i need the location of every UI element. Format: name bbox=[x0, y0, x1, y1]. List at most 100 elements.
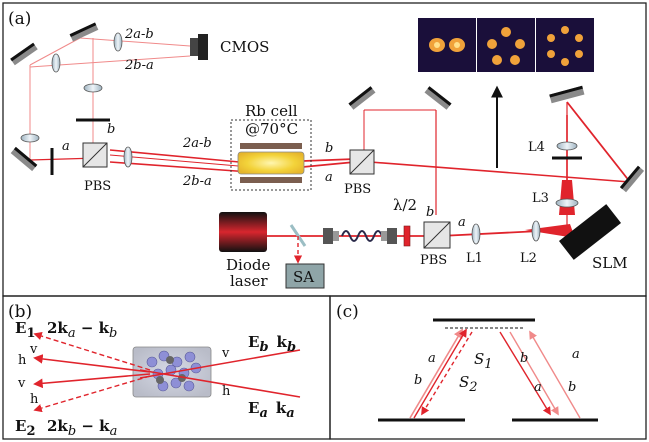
arrow-right-up bbox=[529, 330, 581, 419]
c-right-a-down: a bbox=[534, 380, 542, 395]
kb-label: k bbox=[277, 333, 288, 351]
lens-l1 bbox=[471, 223, 481, 245]
mode-image-1 bbox=[418, 18, 476, 72]
lens-l2 bbox=[531, 220, 541, 242]
beam-label-b-left: b bbox=[107, 122, 115, 137]
c-left-b: b bbox=[414, 373, 422, 388]
slm-device bbox=[558, 204, 622, 260]
arrow-right-down-a bbox=[499, 331, 551, 416]
pbs-left-label: PBS bbox=[84, 179, 111, 194]
svg-text:S2: S2 bbox=[459, 373, 478, 395]
panel-b-label: (b) bbox=[8, 302, 32, 322]
half-wave-plate bbox=[403, 225, 411, 247]
mode-image-2 bbox=[477, 18, 535, 72]
eb-label: E bbox=[248, 333, 259, 351]
svg-text:S1: S1 bbox=[474, 350, 493, 372]
rb-vapor-cell bbox=[237, 151, 305, 175]
beam-label-2b-a-mid: 2b-a bbox=[182, 174, 212, 189]
slm-label: SLM bbox=[592, 254, 628, 272]
lens-vertical-1 bbox=[83, 83, 103, 93]
beam-e1-v bbox=[33, 331, 151, 371]
rb-cell-label: Rb cell bbox=[245, 102, 298, 120]
beam-e2-h bbox=[33, 375, 151, 413]
panel-c-label: (c) bbox=[336, 302, 359, 322]
pbs-lower-label: PBS bbox=[420, 253, 447, 268]
l4-label: L4 bbox=[528, 140, 545, 155]
lens-cmos-1 bbox=[113, 32, 123, 52]
svg-text:E2: E2 bbox=[15, 417, 35, 439]
mirror-top-left bbox=[10, 42, 38, 66]
l1-label: L1 bbox=[466, 251, 483, 266]
e2-label: E bbox=[15, 417, 26, 435]
arrow-right-down-b bbox=[509, 331, 559, 416]
mode-images bbox=[418, 18, 594, 72]
slm-beam-fan bbox=[525, 224, 575, 238]
c-right-a-up: a bbox=[572, 347, 580, 362]
beam-label-2b-a-top: 2b-a bbox=[124, 58, 154, 73]
rb-cell-temp: @70°C bbox=[245, 120, 298, 138]
pol-h-left-bottom: h bbox=[30, 392, 39, 407]
e1-wavevector: 2k bbox=[47, 319, 68, 337]
cmos-label: CMOS bbox=[220, 38, 269, 56]
e1-label: E bbox=[15, 319, 26, 337]
sa-box bbox=[285, 263, 325, 289]
c-s1: S bbox=[474, 350, 484, 368]
c-s2: S bbox=[459, 373, 469, 391]
pickoff-window bbox=[289, 224, 307, 247]
pol-v-left-mid: v bbox=[17, 376, 26, 391]
diode-label-1: Diode bbox=[226, 256, 270, 274]
beam-label-a-right: a bbox=[325, 170, 333, 185]
beam-label-b-lower: b bbox=[426, 205, 434, 220]
mirror-mid-2 bbox=[424, 86, 452, 110]
svg-text:E1: E1 bbox=[15, 319, 35, 341]
panel-c: a b S1 S2 b a a b bbox=[378, 318, 598, 422]
arrow-left-b bbox=[413, 328, 467, 419]
panel-c-frame bbox=[329, 295, 647, 440]
beam-label-b-right: b bbox=[325, 141, 333, 156]
l3-label: L3 bbox=[532, 191, 549, 206]
pol-v-left-top: v bbox=[29, 342, 38, 357]
c-right-b: b bbox=[520, 351, 528, 366]
mirror-far-right bbox=[619, 165, 645, 193]
diode-label-2: laser bbox=[230, 272, 268, 290]
e2-wavevector: 2k bbox=[47, 417, 68, 435]
ea-label: E bbox=[248, 399, 259, 417]
rb-cell-heater-bottom bbox=[240, 177, 302, 183]
panel-b: E1 2ka − kb E2 2kb − ka Eb kb Ea ka v h v … bbox=[15, 319, 301, 439]
lens-cmos-2 bbox=[51, 53, 61, 73]
beam-label-2a-b-top: 2a-b bbox=[124, 27, 154, 42]
beam-e2-v bbox=[33, 373, 151, 389]
arrow-left-a bbox=[409, 328, 463, 419]
svg-text:2kb − ka: 2kb − ka bbox=[47, 417, 117, 439]
beam-e1-h bbox=[33, 354, 151, 373]
cmos-camera bbox=[198, 34, 208, 60]
pol-h-right: h bbox=[222, 384, 231, 399]
sa-label: SA bbox=[293, 268, 314, 286]
rb-cell-heater-top bbox=[240, 143, 302, 149]
diode-laser bbox=[219, 212, 267, 252]
pol-v-right: v bbox=[221, 346, 230, 361]
lens-l4 bbox=[556, 141, 578, 151]
rb-cell-box bbox=[230, 119, 312, 191]
beam-eb bbox=[139, 349, 301, 379]
pol-h-left-mid: h bbox=[18, 353, 27, 368]
lens-l3 bbox=[555, 198, 579, 208]
half-wave-label: λ/2 bbox=[393, 196, 417, 214]
beam-label-a-lower: a bbox=[458, 215, 466, 230]
beam-label-2a-b-mid: 2a-b bbox=[182, 136, 212, 151]
panel-a-label: (a) bbox=[8, 9, 31, 29]
c-right-b-down: b bbox=[568, 380, 576, 395]
mirror-mid-1 bbox=[348, 86, 376, 110]
arrow-s1 bbox=[421, 331, 473, 416]
mirror-left bbox=[10, 146, 38, 172]
lens-left-main bbox=[123, 146, 133, 168]
svg-text:2ka − kb: 2ka − kb bbox=[47, 319, 117, 341]
l3-beam-cone bbox=[559, 180, 575, 215]
ka-label: k bbox=[276, 399, 287, 417]
optical-fiber bbox=[323, 228, 397, 244]
pbs-mid-label: PBS bbox=[344, 182, 371, 197]
